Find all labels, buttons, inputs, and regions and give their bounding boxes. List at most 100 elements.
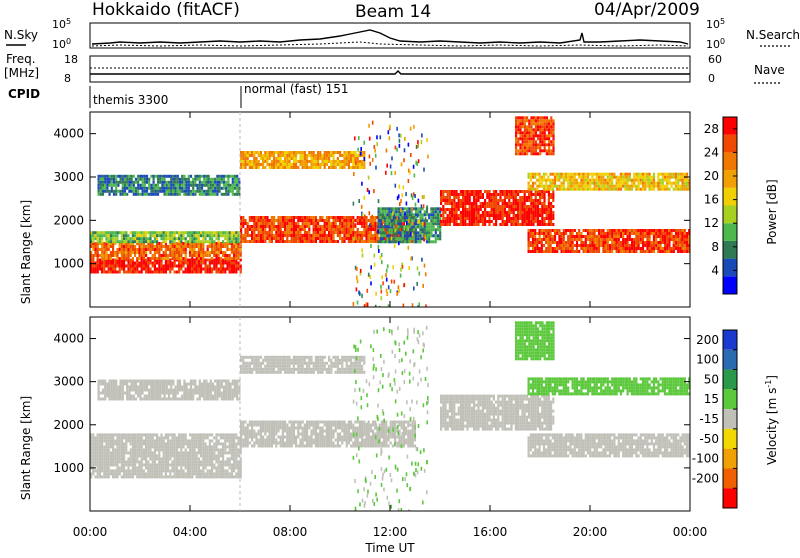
xlabel: Time UT	[364, 541, 415, 554]
colorbar-tick-label: -15	[699, 412, 719, 426]
freq-label: Freq.	[6, 52, 36, 66]
data-band-7	[515, 321, 555, 360]
data-band-6	[378, 207, 442, 243]
velocity-colorbar-label-sup: -1	[764, 380, 773, 388]
x-tick-label: 08:00	[273, 525, 308, 539]
colorbar-swatch	[723, 259, 737, 277]
date-title: 04/Apr/2009	[594, 0, 700, 20]
x-tick-label: 16:00	[473, 525, 508, 539]
nave-tick-top: 60	[708, 53, 722, 66]
y-tick-label: 4000	[53, 127, 84, 141]
nsearch-label: N.Search	[746, 28, 800, 42]
cpid-label: CPID	[8, 87, 40, 101]
colorbar-swatch	[723, 370, 737, 390]
colorbar-tick-label: 15	[704, 392, 719, 406]
colorbar-swatch	[723, 449, 737, 469]
data-band-9	[528, 173, 691, 191]
y-tick-label: 1000	[53, 257, 84, 271]
freq-tick-top: 18	[64, 53, 78, 66]
power-colorbar: 4 8 12 16 20 24 28	[704, 117, 737, 294]
colorbar-tick-label: -100	[692, 452, 719, 466]
x-tick-label: 00:00	[673, 525, 708, 539]
data-band-2	[90, 231, 242, 243]
nave-label: Nave	[754, 63, 785, 77]
y-tick-label: 1000	[53, 461, 84, 475]
colorbar-swatch	[723, 468, 737, 488]
data-band-6	[528, 377, 691, 395]
nsky-trace	[92, 30, 688, 44]
colorbar-tick-label: 50	[704, 372, 719, 386]
power-ylabel: Slant Range [km]	[19, 200, 33, 304]
data-band-3	[240, 356, 365, 374]
y-tick-label: 3000	[53, 375, 84, 389]
colorbar-tick-label: -200	[692, 471, 719, 485]
colorbar-tick-label: 8	[711, 240, 719, 254]
colorbar-tick-label: 20	[704, 169, 719, 183]
data-band-1	[98, 380, 241, 401]
velocity-ylabel: Slant Range [km]	[19, 396, 33, 500]
colorbar-tick-label: 24	[704, 145, 719, 159]
colorbar-swatch	[723, 330, 737, 350]
colorbar-swatch	[723, 389, 737, 409]
y-tick-label: 4000	[53, 332, 84, 346]
colorbar-swatch	[723, 188, 737, 206]
nave-tick-bottom: 0	[708, 72, 715, 85]
noise-panel	[90, 23, 690, 48]
cpid-block-normal: normal (fast) 151	[244, 82, 348, 96]
velocity-colorbar-label: Velocity [m s-1]	[764, 375, 779, 465]
colorbar-swatch	[723, 170, 737, 188]
colorbar-tick-label: 100	[696, 353, 719, 367]
velocity-colorbar-label-end: ]	[765, 375, 779, 380]
y-tick-label: 3000	[53, 170, 84, 184]
freq-unit-label: [MHz]	[4, 66, 39, 80]
velocity-panel: 1000 2000 3000 4000 00:00 04:00 08:00 12:00 16:0…	[53, 317, 707, 539]
data-band-1	[90, 242, 242, 260]
noise-tick-left-bottom: 100	[52, 37, 71, 51]
colorbar-swatch	[723, 350, 737, 370]
data-band-4	[440, 395, 554, 431]
velocity-colorbar: 200 100 50 15 -15 -50 -100 -200	[692, 330, 737, 508]
colorbar-swatch	[723, 488, 737, 508]
colorbar-swatch	[723, 206, 737, 224]
beam-title: Beam 14	[355, 2, 431, 22]
data-band-8	[528, 229, 691, 253]
colorbar-tick-label: 200	[696, 333, 719, 347]
noise-tick-left-top: 105	[52, 17, 71, 31]
data-band-10	[515, 116, 555, 155]
colorbar-tick-label: 4	[711, 263, 719, 277]
x-tick-label: 04:00	[173, 525, 208, 539]
velocity-colorbar-label-main: Velocity [m s	[765, 388, 779, 465]
colorbar-tick-label: 12	[704, 216, 719, 230]
y-tick-label: 2000	[53, 418, 84, 432]
data-speckles	[353, 326, 429, 514]
noise-tick-right-top: 105	[706, 17, 725, 31]
power-panel: 1000 2000 3000 4000	[53, 112, 690, 310]
colorbar-tick-label: 28	[704, 122, 719, 136]
colorbar-swatch	[723, 276, 737, 294]
colorbar-swatch	[723, 409, 737, 429]
data-band-0	[90, 259, 242, 274]
colorbar-swatch	[723, 223, 737, 241]
colorbar-tick-label: -50	[699, 432, 719, 446]
plot-frame	[90, 317, 690, 511]
colorbar-swatch	[723, 117, 737, 135]
freq-nave-panel	[90, 56, 690, 82]
data-band-0	[90, 433, 242, 478]
x-tick-label: 00:00	[73, 525, 108, 539]
cpid-block-themis: themis 3300	[93, 93, 168, 107]
y-tick-label: 2000	[53, 213, 84, 227]
nsky-label: N.Sky	[4, 28, 38, 42]
colorbar-tick-label: 16	[704, 193, 719, 207]
colorbar-swatch	[723, 152, 737, 170]
data-band-3	[98, 175, 241, 196]
radar-title: Hokkaido (fitACF)	[92, 0, 240, 20]
x-tick-label: 20:00	[573, 525, 608, 539]
colorbar-swatch	[723, 429, 737, 449]
data-band-7	[440, 190, 554, 226]
x-tick-label: 12:00	[373, 525, 408, 539]
data-band-5	[240, 151, 365, 169]
noise-tick-right-bottom: 100	[706, 37, 725, 51]
colorbar-swatch	[723, 135, 737, 153]
colorbar-swatch	[723, 241, 737, 259]
